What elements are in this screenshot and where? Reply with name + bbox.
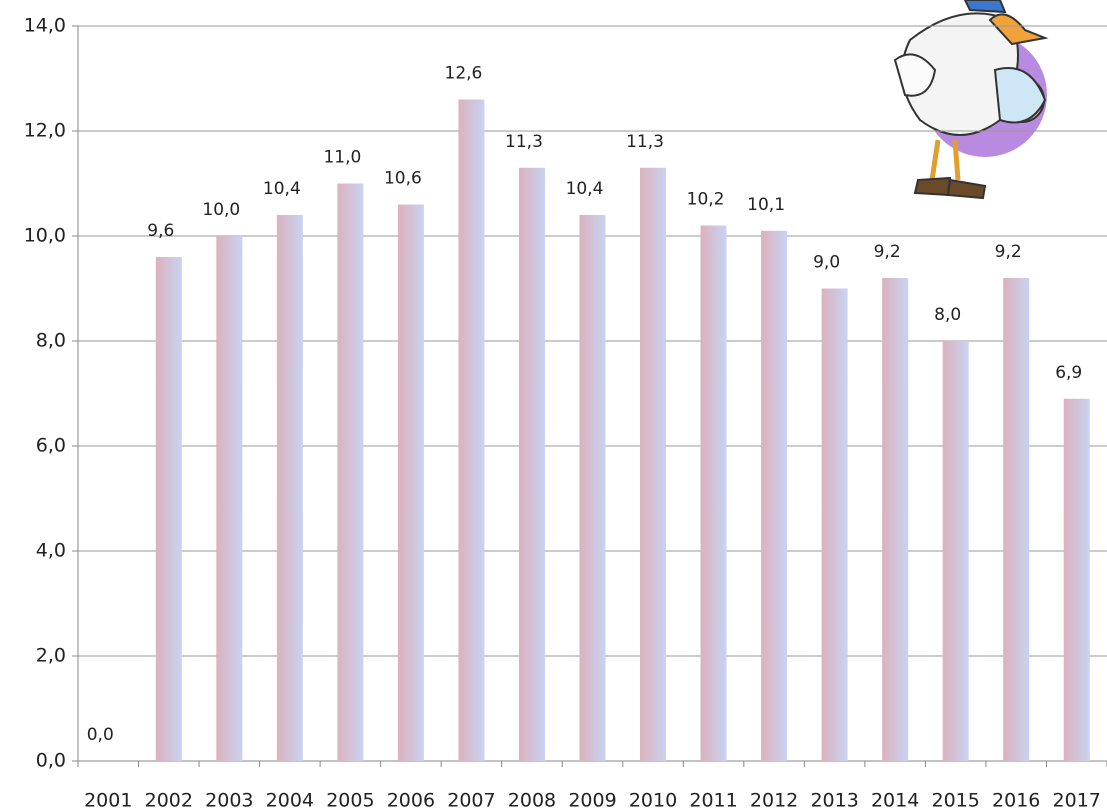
y-tick-label: 4,0 [36, 540, 66, 562]
bar [942, 341, 969, 761]
x-tick-label: 2001 [84, 790, 132, 812]
value-label: 10,0 [202, 200, 240, 220]
value-label: 9,0 [813, 253, 840, 273]
bar [458, 99, 485, 761]
value-label: 10,4 [263, 179, 301, 199]
bar [1003, 278, 1030, 761]
x-tick-label: 2007 [447, 790, 495, 812]
value-label: 10,2 [687, 190, 725, 210]
x-tick-label: 2014 [871, 790, 919, 812]
value-label: 10,4 [566, 179, 604, 199]
x-tick-label: 2005 [326, 790, 374, 812]
bar [397, 204, 424, 761]
bar [276, 215, 303, 761]
value-label: 11,3 [505, 132, 543, 152]
y-tick-label: 8,0 [36, 330, 66, 352]
bar [882, 278, 909, 761]
value-label: 12,6 [445, 64, 483, 84]
stork-illustration [893, 0, 1049, 200]
x-tick-label: 2013 [810, 790, 858, 812]
y-tick-label: 2,0 [36, 645, 66, 667]
x-tick-label: 2004 [266, 790, 314, 812]
bar [1063, 398, 1090, 761]
value-label: 10,6 [384, 169, 422, 189]
x-tick-label: 2012 [750, 790, 798, 812]
bar [700, 225, 727, 761]
y-tick-label: 10,0 [24, 225, 66, 247]
value-label: 8,0 [934, 305, 961, 325]
value-label: 10,1 [747, 195, 785, 215]
y-tick-label: 12,0 [24, 120, 66, 142]
bar [579, 215, 606, 761]
x-tick-label: 2017 [1053, 790, 1101, 812]
value-label: 9,6 [147, 221, 174, 241]
value-label: 11,0 [323, 148, 361, 168]
bar [337, 183, 364, 761]
x-tick-label: 2015 [931, 790, 979, 812]
x-tick-label: 2006 [387, 790, 435, 812]
value-label: 9,2 [995, 242, 1022, 262]
x-tick-label: 2003 [205, 790, 253, 812]
y-tick-label: 6,0 [36, 435, 66, 457]
value-label: 0,0 [87, 725, 114, 745]
y-tick-label: 0,0 [36, 750, 66, 772]
x-tick-label: 2008 [508, 790, 556, 812]
x-tick-label: 2002 [145, 790, 193, 812]
bar [821, 288, 848, 761]
value-label: 6,9 [1055, 363, 1082, 383]
x-tick-label: 2009 [568, 790, 616, 812]
bar [761, 230, 788, 761]
bar [640, 167, 667, 761]
bar [518, 167, 545, 761]
x-tick-label: 2016 [992, 790, 1040, 812]
bar [155, 257, 182, 761]
x-tick-label: 2010 [629, 790, 677, 812]
value-label: 9,2 [874, 242, 901, 262]
value-label: 11,3 [626, 132, 664, 152]
y-tick-label: 14,0 [24, 15, 66, 37]
bar [216, 236, 243, 761]
x-tick-label: 2011 [689, 790, 737, 812]
